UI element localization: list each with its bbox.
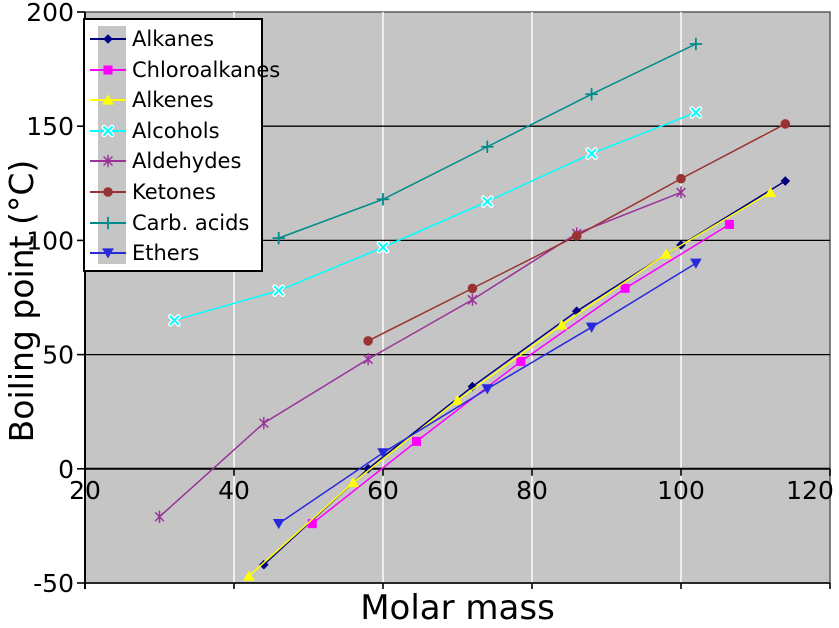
x-tick-label: 20	[69, 476, 101, 505]
x-tick-label: 120	[786, 476, 834, 505]
series-alkenes	[243, 186, 777, 581]
marker-aldehydes	[259, 416, 269, 430]
marker-alcohols	[272, 284, 286, 297]
marker-aldehydes	[676, 186, 686, 199]
aldehydes-marker-icon	[90, 155, 126, 168]
y-tick-label: 0	[58, 455, 74, 484]
marker-alkenes	[451, 394, 464, 405]
marker-alkanes	[780, 176, 791, 186]
series-carb-acids	[272, 37, 703, 245]
ketones-marker-icon	[90, 187, 126, 197]
marker-ketones	[571, 231, 582, 241]
marker-alkenes	[764, 186, 777, 198]
legend: Alkanes Chloroalkanes Alkenes Alcohols Aldeh…	[83, 18, 280, 272]
marker-alkanes	[259, 559, 269, 570]
legend-label: Alcohols	[132, 118, 220, 143]
legend-key-marker	[103, 65, 113, 75]
marker-aldehydes	[363, 352, 373, 366]
legend-key-marker	[102, 248, 114, 259]
legend-item-alkenes: Alkenes	[85, 85, 261, 115]
alcohols-marker-icon	[90, 124, 126, 138]
legend-item-alcohols: Alcohols	[85, 116, 261, 146]
legend-label: Carb. acids	[132, 210, 250, 235]
y-tick-label: 200	[26, 0, 74, 27]
chloroalkanes-marker-icon	[90, 65, 126, 75]
legend-label: Alkenes	[132, 88, 214, 113]
y-tick-label: 150	[26, 112, 74, 141]
legend-label: Chloroalkanes	[132, 57, 281, 82]
marker-carb-acids	[272, 231, 286, 245]
marker-chloroalkanes	[307, 519, 317, 529]
marker-ethers	[377, 448, 389, 459]
marker-ethers	[481, 384, 494, 395]
x-axis-title: Molar mass	[360, 588, 555, 628]
marker-ketones	[363, 336, 373, 346]
marker-carb-acids	[585, 87, 598, 101]
legend-key-marker	[103, 155, 113, 168]
marker-alkenes	[556, 319, 568, 330]
marker-chloroalkanes	[516, 356, 526, 366]
marker-alkanes	[467, 381, 478, 392]
x-tick-label: 80	[516, 476, 548, 505]
marker-ethers	[272, 519, 285, 530]
marker-aldehydes	[467, 293, 478, 307]
marker-ethers	[690, 258, 702, 269]
legend-key-marker	[102, 94, 114, 105]
x-tick-label: 100	[657, 476, 705, 505]
marker-alcohols	[168, 314, 181, 327]
legend-key-marker	[103, 187, 113, 197]
legend-item-alkanes: Alkanes	[85, 24, 261, 54]
marker-chloroalkanes	[620, 283, 630, 293]
marker-chloroalkanes	[412, 436, 422, 446]
legend-item-ethers: Ethers	[85, 238, 261, 268]
marker-alcohols	[689, 106, 703, 119]
marker-carb-acids	[376, 192, 390, 206]
marker-carb-acids	[689, 37, 703, 51]
legend-label: Ketones	[132, 180, 216, 204]
line-alcohols	[174, 111, 697, 322]
y-axis-title: Boiling point (°C)	[2, 159, 41, 443]
legend-label: Alkanes	[132, 27, 215, 51]
ethers-marker-icon	[90, 248, 126, 259]
marker-alcohols	[585, 147, 598, 160]
series-chloroalkanes	[307, 219, 734, 529]
series-ethers	[272, 258, 702, 530]
y-tick-label: 50	[42, 341, 74, 370]
alkanes-marker-icon	[90, 34, 126, 44]
marker-ketones	[676, 173, 686, 184]
x-tick-label: 40	[218, 476, 250, 505]
marker-carb-acids	[480, 140, 494, 154]
marker-ethers	[585, 322, 598, 333]
marker-ketones	[467, 283, 478, 294]
y-tick-label: 100	[26, 226, 74, 255]
legend-key-marker	[101, 124, 115, 138]
x-tick-label: 60	[367, 476, 399, 505]
alkenes-marker-icon	[90, 94, 126, 105]
marker-chloroalkanes	[724, 219, 734, 229]
legend-label: Ethers	[132, 241, 200, 266]
legend-item-carb-acids: Carb. acids	[85, 208, 261, 238]
legend-label: Aldehydes	[132, 149, 242, 174]
marker-alkenes	[347, 477, 359, 488]
marker-ketones	[780, 119, 791, 129]
legend-item-chloroalkanes: Chloroalkanes	[85, 55, 280, 85]
y-tick-label: -50	[33, 569, 74, 598]
legend-key-marker	[101, 216, 115, 229]
marker-aldehydes	[154, 510, 165, 524]
marker-alcohols	[480, 195, 494, 208]
marker-alkanes	[363, 464, 373, 474]
marker-alcohols	[376, 240, 390, 254]
series-ketones	[363, 119, 791, 346]
carb-acids-marker-icon	[90, 216, 126, 229]
marker-alkenes	[660, 248, 672, 259]
legend-item-aldehydes: Aldehydes	[85, 146, 261, 176]
marker-alkenes	[243, 570, 255, 581]
legend-item-ketones: Ketones	[85, 177, 261, 207]
series-alcohols	[168, 106, 703, 327]
legend-key-marker	[103, 34, 113, 44]
line-alkenes	[248, 191, 771, 577]
